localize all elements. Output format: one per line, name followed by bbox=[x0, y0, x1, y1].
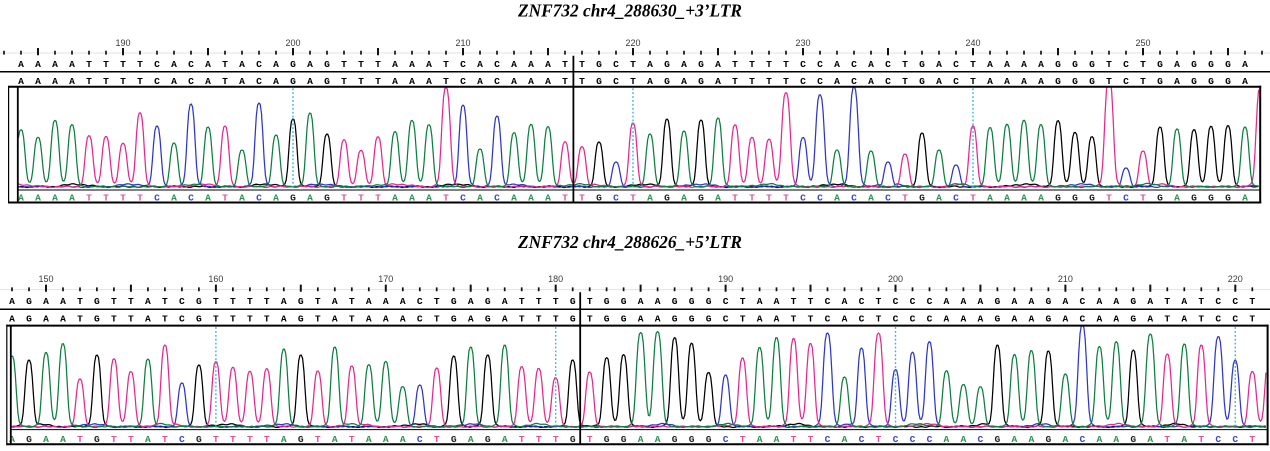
svg-text:200: 200 bbox=[888, 274, 903, 284]
svg-text:210: 210 bbox=[1058, 274, 1073, 284]
svg-text:210: 210 bbox=[455, 38, 470, 48]
svg-text:ZNF732 chr4_288626_+5’LTR: ZNF732 chr4_288626_+5’LTR bbox=[517, 232, 742, 252]
svg-text:250: 250 bbox=[1135, 38, 1150, 48]
svg-text:AAAATTTTCACATACAGAGTTTAAATCACA: AAAATTTTCACATACAGAGTTTAAATCACAAATTGCTAGA… bbox=[18, 59, 1248, 70]
svg-text:160: 160 bbox=[208, 274, 223, 284]
svg-text:150: 150 bbox=[38, 274, 53, 284]
svg-text:190: 190 bbox=[718, 274, 733, 284]
svg-text:230: 230 bbox=[795, 38, 810, 48]
svg-text:170: 170 bbox=[378, 274, 393, 284]
svg-text:240: 240 bbox=[965, 38, 980, 48]
svg-text:190: 190 bbox=[115, 38, 130, 48]
svg-text:220: 220 bbox=[625, 38, 640, 48]
svg-text:220: 220 bbox=[1228, 274, 1243, 284]
svg-text:180: 180 bbox=[548, 274, 563, 284]
svg-text:ZNF732 chr4_288630_+3’LTR: ZNF732 chr4_288630_+3’LTR bbox=[517, 0, 742, 20]
svg-text:200: 200 bbox=[285, 38, 300, 48]
svg-text:AAAATTTTCACATACAGAGTTTAAATCACA: AAAATTTTCACATACAGAGTTTAAATCACAAATTGCTAGA… bbox=[18, 76, 1248, 87]
